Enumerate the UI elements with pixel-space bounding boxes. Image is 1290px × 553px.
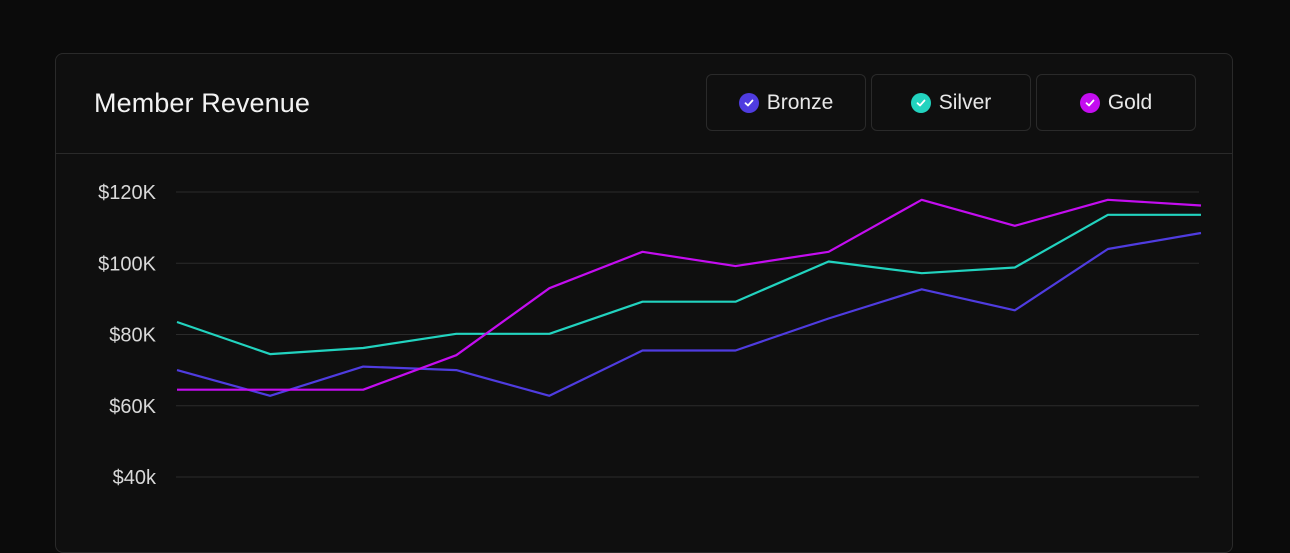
legend-label: Silver [938, 90, 992, 114]
chart-card: Member Revenue Bronze Silver Gold [55, 53, 1233, 553]
y-tick-label: $40k [113, 467, 157, 489]
y-tick-label: $60K [109, 396, 156, 418]
y-tick-label: $100K [98, 253, 156, 275]
series-line-silver [176, 213, 1201, 356]
legend: Bronze Silver Gold [706, 74, 1196, 131]
check-circle-icon [1079, 92, 1100, 113]
check-circle-icon [738, 92, 759, 113]
legend-item-bronze[interactable]: Bronze [706, 74, 866, 131]
y-tick-label: $80K [109, 325, 156, 347]
legend-item-gold[interactable]: Gold [1036, 74, 1196, 131]
legend-label: Gold [1107, 90, 1153, 114]
series-line-bronze [176, 231, 1202, 397]
legend-label: Bronze [766, 90, 834, 114]
line-chart: $120K $100K $80K $60K $40k [98, 182, 1202, 489]
y-tick-label: $120K [98, 182, 156, 204]
series-line-gold [177, 198, 1202, 391]
check-circle-icon [910, 92, 931, 113]
card-header: Member Revenue Bronze Silver Gold [56, 54, 1232, 154]
chart-title: Member Revenue [94, 88, 311, 118]
legend-item-silver[interactable]: Silver [871, 74, 1031, 131]
